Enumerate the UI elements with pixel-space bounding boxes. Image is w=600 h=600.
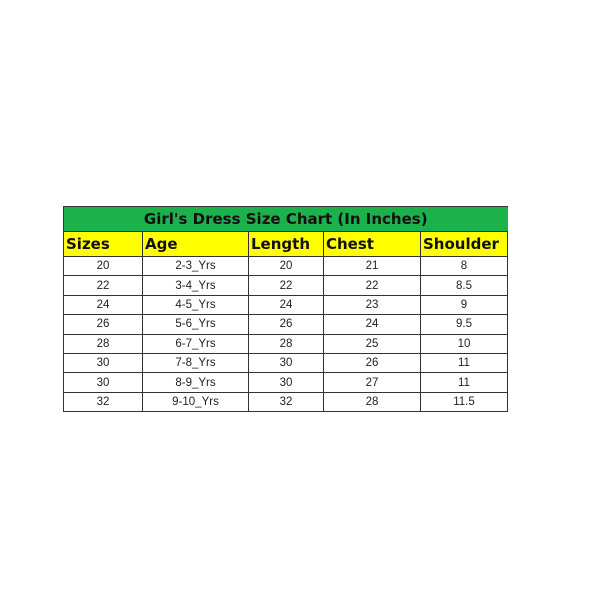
cell-age: 9-10_Yrs [142, 391, 249, 413]
cell-shoulder: 10 [420, 333, 508, 354]
cell-length: 32 [248, 391, 324, 413]
column-header-shoulder: Shoulder [420, 231, 508, 257]
cell-sizes: 28 [63, 333, 143, 354]
cell-length: 30 [248, 352, 324, 374]
cell-age: 2-3_Yrs [142, 255, 249, 277]
cell-chest: 21 [323, 255, 421, 277]
table-row: 22 3-4_Yrs 22 22 8.5 [63, 275, 508, 296]
cell-length: 20 [248, 255, 324, 277]
header-row: Sizes Age Length Chest Shoulder [63, 231, 508, 257]
cell-length: 30 [248, 372, 324, 393]
column-header-sizes: Sizes [63, 231, 143, 257]
cell-age: 5-6_Yrs [142, 314, 249, 335]
table-row: 32 9-10_Yrs 32 28 11.5 [63, 391, 508, 413]
table-row: 24 4-5_Yrs 24 23 9 [63, 294, 508, 316]
cell-chest: 23 [323, 294, 421, 316]
cell-sizes: 24 [63, 294, 143, 316]
column-header-chest: Chest [323, 231, 421, 257]
cell-length: 24 [248, 294, 324, 316]
table-row: 30 8-9_Yrs 30 27 11 [63, 372, 508, 393]
size-chart-table: Girl's Dress Size Chart (In Inches) Size… [63, 206, 508, 413]
cell-shoulder: 8 [420, 255, 508, 277]
table-row: 28 6-7_Yrs 28 25 10 [63, 333, 508, 354]
table-title: Girl's Dress Size Chart (In Inches) [63, 206, 508, 232]
cell-length: 26 [248, 314, 324, 335]
cell-chest: 22 [323, 275, 421, 296]
cell-sizes: 20 [63, 255, 143, 277]
cell-sizes: 22 [63, 275, 143, 296]
cell-shoulder: 11 [420, 372, 508, 393]
cell-shoulder: 9 [420, 294, 508, 316]
cell-length: 22 [248, 275, 324, 296]
cell-chest: 26 [323, 352, 421, 374]
table-row: 20 2-3_Yrs 20 21 8 [63, 255, 508, 277]
cell-sizes: 26 [63, 314, 143, 335]
cell-sizes: 30 [63, 352, 143, 374]
cell-chest: 24 [323, 314, 421, 335]
cell-shoulder: 9.5 [420, 314, 508, 335]
cell-age: 7-8_Yrs [142, 352, 249, 374]
cell-sizes: 30 [63, 372, 143, 393]
cell-age: 4-5_Yrs [142, 294, 249, 316]
cell-shoulder: 8.5 [420, 275, 508, 296]
cell-shoulder: 11 [420, 352, 508, 374]
column-header-age: Age [142, 231, 249, 257]
cell-chest: 25 [323, 333, 421, 354]
column-header-length: Length [248, 231, 324, 257]
table-row: 26 5-6_Yrs 26 24 9.5 [63, 314, 508, 335]
cell-age: 6-7_Yrs [142, 333, 249, 354]
cell-sizes: 32 [63, 391, 143, 413]
cell-shoulder: 11.5 [420, 391, 508, 413]
cell-chest: 27 [323, 372, 421, 393]
cell-age: 3-4_Yrs [142, 275, 249, 296]
cell-chest: 28 [323, 391, 421, 413]
cell-length: 28 [248, 333, 324, 354]
cell-age: 8-9_Yrs [142, 372, 249, 393]
table-row: 30 7-8_Yrs 30 26 11 [63, 352, 508, 374]
